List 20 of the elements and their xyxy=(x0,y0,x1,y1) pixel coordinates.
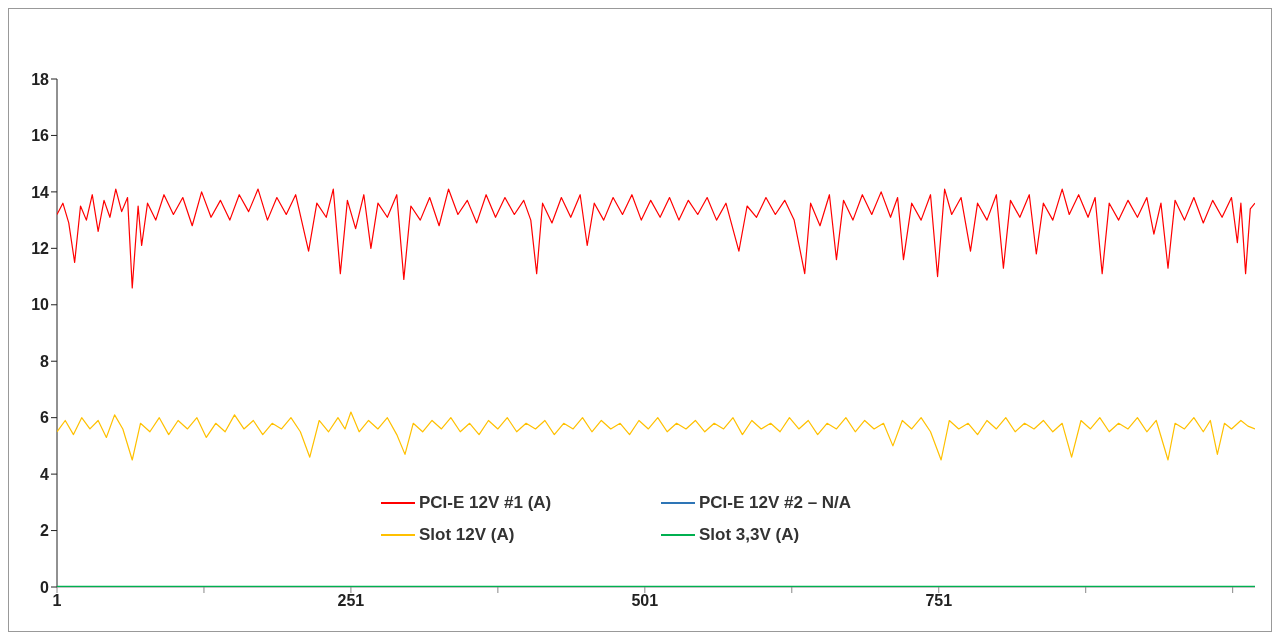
legend-label: Slot 12V (A) xyxy=(419,525,515,545)
y-tick-label: 4 xyxy=(40,465,50,483)
y-tick-label: 12 xyxy=(31,240,50,258)
y-tick-label: 10 xyxy=(31,296,50,314)
y-tick-label: 18 xyxy=(31,70,50,88)
y-tick-label: 2 xyxy=(40,522,50,540)
y-tick-label: 0 xyxy=(40,578,50,596)
x-tick-label: 251 xyxy=(337,592,365,610)
y-tick-label: 8 xyxy=(40,352,50,370)
line-series xyxy=(57,188,1255,289)
y-tick-label: 14 xyxy=(31,183,50,201)
line-series xyxy=(57,411,1255,461)
y-tick-label: 6 xyxy=(40,409,50,427)
x-tick-label: 751 xyxy=(925,592,953,610)
legend-label: PCI-E 12V #2 – N/A xyxy=(699,493,852,513)
y-tick-label: 16 xyxy=(31,127,50,145)
legend-label: PCI-E 12V #1 (A) xyxy=(419,493,552,513)
x-tick-label: 1 xyxy=(52,592,62,610)
legend-label: Slot 3,3V (A) xyxy=(699,525,800,545)
x-tick-label: 501 xyxy=(631,592,659,610)
